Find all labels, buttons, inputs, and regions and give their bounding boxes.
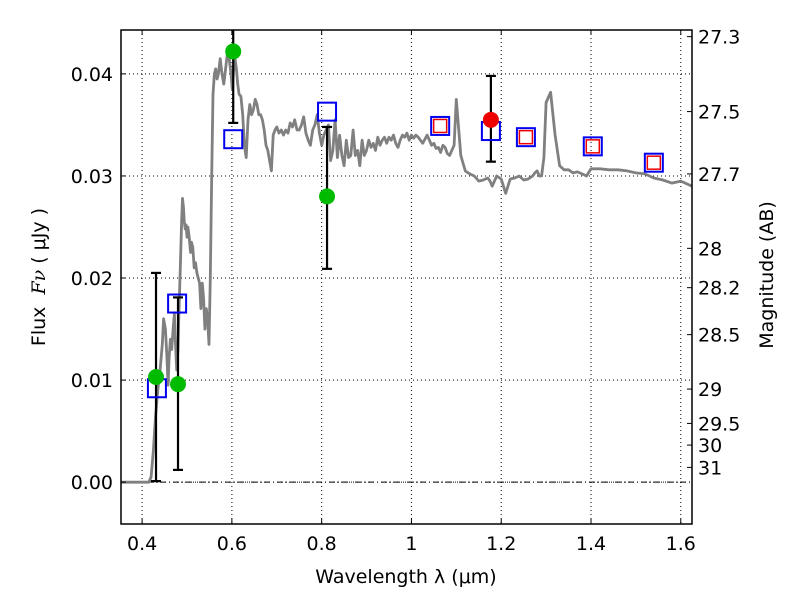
y-ticks: 0.00 0.01 0.02 0.03 0.04 xyxy=(71,64,126,494)
plot-area xyxy=(121,30,692,484)
observed-flux-point xyxy=(170,376,187,393)
x-tick-label: 1.2 xyxy=(486,533,516,555)
y-tick-label: 0.01 xyxy=(71,370,113,392)
y2-tick-label: 28.5 xyxy=(698,325,740,347)
observed-flux-point xyxy=(148,369,165,386)
x-tick-label: 1.6 xyxy=(666,533,696,555)
y2-tick-label: 27.5 xyxy=(698,102,740,124)
model-photometry-inner-square xyxy=(518,129,534,145)
observed-flux-point xyxy=(225,43,242,60)
model-photometry-inner-square xyxy=(432,118,448,134)
y2-axis-label: Magnitude (AB) xyxy=(756,201,778,349)
y2-tick-label: 28 xyxy=(698,238,722,260)
y-axis-label: Flux Fν ( μJy ) xyxy=(28,208,50,346)
x-tick-label: 0.4 xyxy=(127,533,157,555)
y2-tick-label: 29 xyxy=(698,379,722,401)
x-tick-label: 0.8 xyxy=(307,533,337,555)
model-photometry-square xyxy=(515,127,536,148)
y2-tick-label: 30 xyxy=(698,435,722,457)
model-photometry-inner-square xyxy=(585,139,601,154)
y-axis-label-suffix: ( μJy ) xyxy=(28,208,50,270)
model-photometry-square xyxy=(223,129,244,150)
x-tick-label: 1.4 xyxy=(576,533,606,555)
model-photometry-square xyxy=(643,152,664,173)
model-photometry-square xyxy=(167,293,188,314)
y2-tick-label: 28.2 xyxy=(698,278,740,300)
model-photometry-square xyxy=(317,101,338,122)
y-axis-label-prefix: Flux xyxy=(28,301,50,347)
x-ticks: 0.4 0.6 0.8 1 1.2 1.4 1.6 xyxy=(127,30,696,555)
model-photometry-square xyxy=(430,115,451,136)
plot-frame xyxy=(120,29,693,525)
x-tick-label: 1 xyxy=(405,533,417,555)
x-tick-label: 0.6 xyxy=(217,533,247,555)
y2-tick-label: 29.5 xyxy=(698,413,740,435)
markers xyxy=(146,43,664,399)
observed-flux-highlight-point xyxy=(482,111,499,128)
y-axis-label-math: Fν xyxy=(28,269,50,295)
y-tick-label: 0.04 xyxy=(71,64,113,86)
y2-tick-label: 31 xyxy=(698,457,722,479)
y2-tick-label: 27.3 xyxy=(698,27,740,49)
y-tick-label: 0.00 xyxy=(71,472,113,494)
y2-tick-label: 27.7 xyxy=(698,164,740,186)
y-tick-label: 0.02 xyxy=(71,268,113,290)
model-photometry-inner-square xyxy=(646,155,662,170)
observed-flux-point xyxy=(319,188,336,205)
y-tick-label: 0.03 xyxy=(71,166,113,188)
x-axis-label: Wavelength λ (μm) xyxy=(315,566,496,588)
model-spectrum-line xyxy=(121,52,692,484)
model-photometry-square xyxy=(582,136,603,157)
